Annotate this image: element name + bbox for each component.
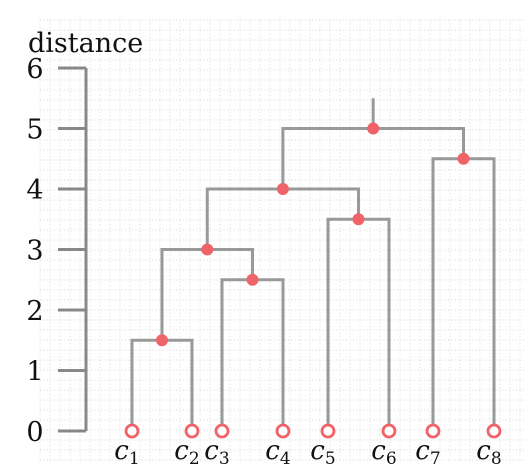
- merge-node-m34: [246, 273, 259, 286]
- branch-m34: [220, 278, 285, 431]
- branch-m12: [130, 338, 194, 431]
- leaf-label-base: c: [174, 436, 189, 466]
- merge-nodes: [156, 122, 470, 347]
- leaf-marker-c7: [425, 423, 441, 439]
- leaf-marker-c3: [214, 423, 230, 439]
- leaf-label-c4: c4: [265, 436, 290, 469]
- leaf-label-subscript: 7: [430, 449, 441, 469]
- leaf-marker-c5: [320, 423, 336, 439]
- leaf-label-c8: c8: [476, 436, 501, 469]
- leaf-label-subscript: 1: [129, 449, 140, 469]
- leaf-marker-c8: [486, 423, 502, 439]
- y-tick-label: 4: [26, 175, 43, 206]
- leaf-label-base: c: [265, 436, 280, 466]
- leaf-label-subscript: 5: [325, 449, 336, 469]
- branch-m1234: [160, 248, 254, 341]
- leaf-label-base: c: [310, 436, 325, 466]
- leaf-label-base: c: [114, 436, 129, 466]
- y-tick-label: 3: [26, 236, 43, 267]
- leaf-label-subscript: 6: [386, 449, 397, 469]
- leaf-label-base: c: [371, 436, 386, 466]
- leaf-markers: [124, 423, 502, 439]
- merge-node-m123456: [276, 183, 289, 195]
- leaf-label-c5: c5: [310, 436, 335, 469]
- leaf-label-subscript: 8: [491, 449, 502, 469]
- leaf-label-subscript: 2: [189, 449, 200, 469]
- leaf-marker-c6: [381, 423, 397, 439]
- y-tick-label: 2: [26, 296, 43, 327]
- merge-node-m56: [352, 213, 365, 226]
- leaf-label-base: c: [476, 436, 491, 466]
- leaf-label-c6: c6: [371, 436, 396, 469]
- leaf-labels: c1 c2 c3 c4 c5 c6 c7 c8: [114, 436, 501, 469]
- leaf-label-base: c: [415, 436, 430, 466]
- leaf-label-c1: c1: [114, 436, 139, 469]
- leaf-label-c2: c2: [174, 436, 199, 469]
- merge-node-m78: [457, 152, 470, 165]
- leaf-label-c3: c3: [204, 436, 229, 469]
- leaf-label-subscript: 4: [280, 449, 291, 469]
- y-tick-label: 0: [26, 417, 43, 448]
- merge-node-m1234: [201, 243, 214, 256]
- y-tick-label: 1: [26, 357, 43, 388]
- leaf-marker-c1: [124, 423, 140, 439]
- leaf-label-subscript: 3: [219, 449, 230, 469]
- leaf-label-base: c: [204, 436, 219, 466]
- y-axis: 0 1 2 3 4 5 6: [26, 54, 88, 448]
- y-tick-label: 5: [26, 115, 43, 146]
- leaf-marker-c2: [184, 423, 200, 439]
- y-tick-label: 6: [26, 54, 43, 85]
- y-axis-label: distance: [28, 28, 143, 59]
- leaf-label-c7: c7: [415, 436, 440, 469]
- branch-m56: [326, 217, 391, 431]
- merge-node-root: [367, 122, 380, 135]
- merge-node-m12: [156, 334, 168, 347]
- leaf-marker-c4: [275, 423, 291, 439]
